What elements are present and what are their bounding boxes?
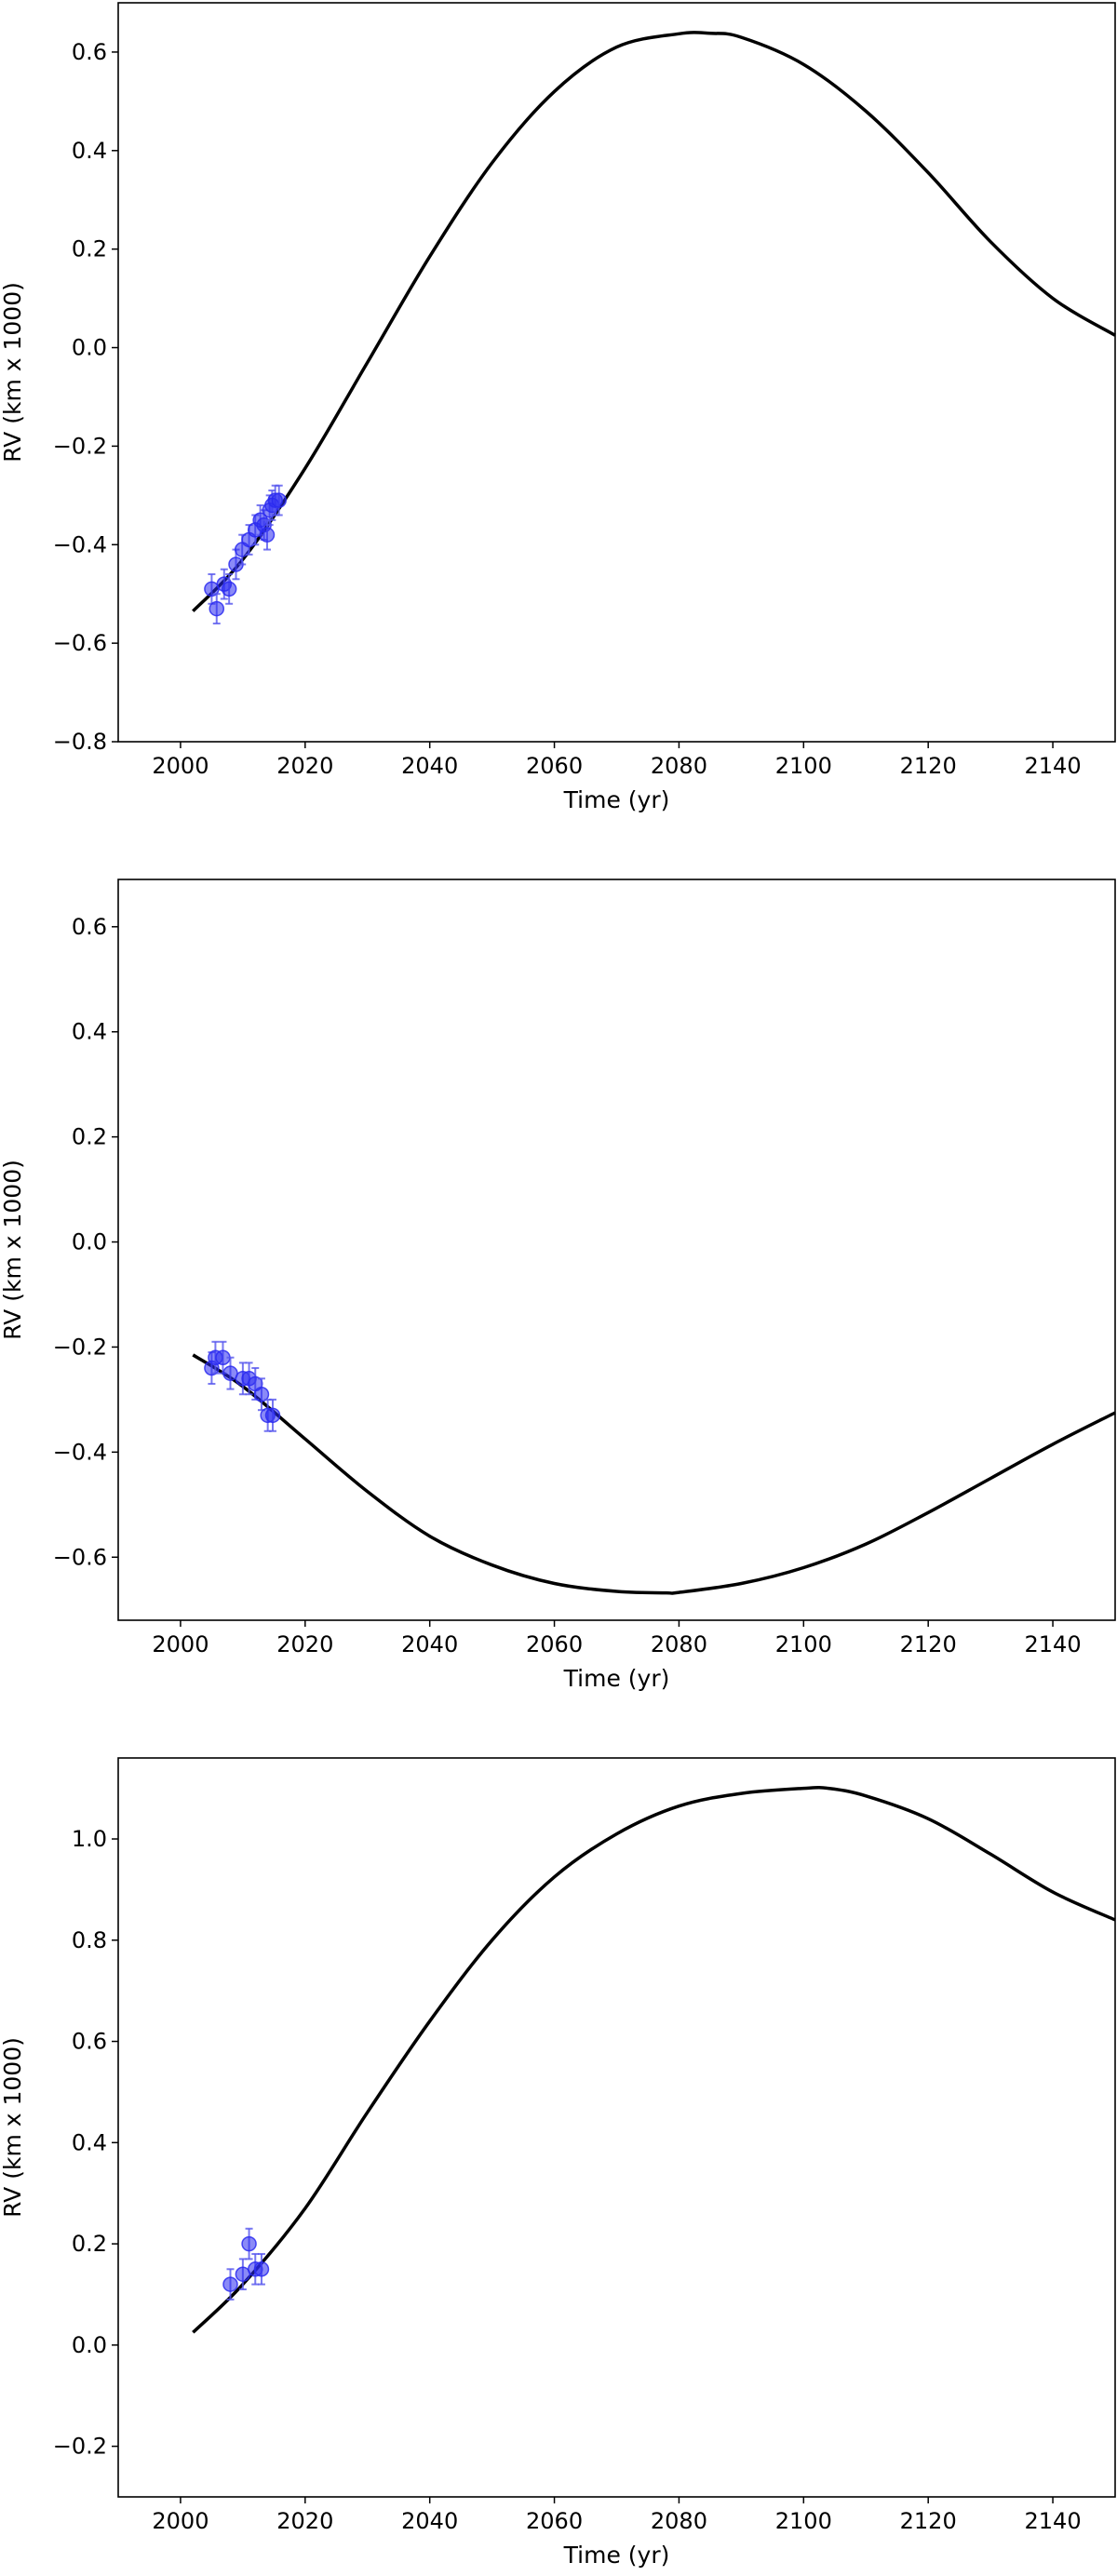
x-tick-label: 2060 — [526, 2508, 583, 2534]
x-tick-label: 2140 — [1025, 753, 1082, 779]
y-tick-label: 0.6 — [72, 2029, 107, 2055]
axes-frame — [117, 2, 1116, 743]
y-tick-label: 0.6 — [72, 914, 107, 940]
data-point — [209, 600, 225, 617]
y-axis-label: RV (km x 1000) — [0, 1160, 26, 1340]
y-tick-label: 0.4 — [72, 2129, 107, 2155]
model-curve — [192, 1786, 1116, 2334]
y-tick-label: −0.2 — [53, 1334, 107, 1360]
y-tick-label: 0.0 — [72, 335, 107, 361]
axes-frame — [117, 879, 1116, 1621]
y-tick-label: 0.6 — [72, 39, 107, 65]
y-tick-label: −0.4 — [53, 531, 107, 557]
x-tick-label: 2140 — [1025, 2508, 1082, 2534]
x-tick-label: 2120 — [900, 2508, 957, 2534]
y-axis-label: RV (km x 1000) — [0, 282, 26, 463]
x-tick-label: 2120 — [900, 753, 957, 779]
x-tick-label: 2000 — [152, 2508, 209, 2534]
rv-panel-3: 2000 2020 2040 2060 2080 2100 2120 2140 −0.2 0.0 0… — [0, 1757, 1116, 2569]
x-tick-label: 2080 — [651, 2508, 707, 2534]
y-tick-label: −0.4 — [53, 1439, 107, 1465]
y-tick-label: −0.6 — [53, 630, 107, 656]
y-tick-label: 1.0 — [72, 1826, 107, 1852]
data-point — [253, 1386, 270, 1402]
x-tick-label: 2100 — [775, 1631, 832, 1657]
x-tick-label: 2080 — [651, 753, 707, 779]
x-tick-label: 2020 — [276, 1631, 333, 1657]
x-tick-label: 2080 — [651, 1631, 707, 1657]
data-point — [253, 2261, 270, 2277]
y-tick-label: 0.8 — [72, 1927, 107, 1953]
x-tick-label: 2060 — [526, 1631, 583, 1657]
x-axis-label: Time (yr) — [563, 2542, 670, 2569]
x-tick-label: 2020 — [276, 2508, 333, 2534]
x-tick-label: 2060 — [526, 753, 583, 779]
data-point — [264, 1407, 281, 1424]
x-tick-label: 2000 — [152, 753, 209, 779]
axes-frame — [117, 1757, 1116, 2498]
y-tick-label: −0.2 — [53, 433, 107, 459]
data-point — [259, 527, 276, 543]
y-tick-label: −0.8 — [53, 729, 107, 755]
rv-panel-2: 2000 2020 2040 2060 2080 2100 2120 2140 −0.6 −0.4… — [0, 879, 1116, 1692]
model-curve — [192, 31, 1116, 612]
x-tick-label: 2040 — [401, 2508, 458, 2534]
x-tick-label: 2000 — [152, 1631, 209, 1657]
y-tick-label: 0.2 — [72, 236, 107, 262]
x-tick-label: 2020 — [276, 753, 333, 779]
x-tick-label: 2100 — [775, 2508, 832, 2534]
y-tick-label: 0.0 — [72, 1229, 107, 1255]
data-point — [271, 492, 287, 508]
x-tick-label: 2100 — [775, 753, 832, 779]
x-tick-label: 2120 — [900, 1631, 957, 1657]
x-axis-label: Time (yr) — [563, 1665, 670, 1692]
y-tick-label: −0.6 — [53, 1544, 107, 1570]
data-point — [241, 2235, 257, 2252]
x-axis-label: Time (yr) — [563, 786, 670, 813]
data-point — [222, 2276, 238, 2292]
x-tick-label: 2040 — [401, 753, 458, 779]
rv-panel-1: 2000 2020 2040 2060 2080 2100 2120 2140 −0.8 −0.6… — [0, 2, 1116, 813]
x-tick-label: 2140 — [1025, 1631, 1082, 1657]
y-tick-label: −0.2 — [53, 2434, 107, 2460]
y-axis-label: RV (km x 1000) — [0, 2037, 26, 2218]
y-tick-label: 0.4 — [72, 138, 107, 164]
y-tick-label: 0.4 — [72, 1019, 107, 1045]
x-tick-label: 2040 — [401, 1631, 458, 1657]
y-tick-label: 0.0 — [72, 2332, 107, 2358]
y-tick-label: 0.2 — [72, 2231, 107, 2257]
y-tick-label: 0.2 — [72, 1124, 107, 1150]
data-point — [221, 581, 237, 597]
model-curve — [192, 1353, 1116, 1595]
